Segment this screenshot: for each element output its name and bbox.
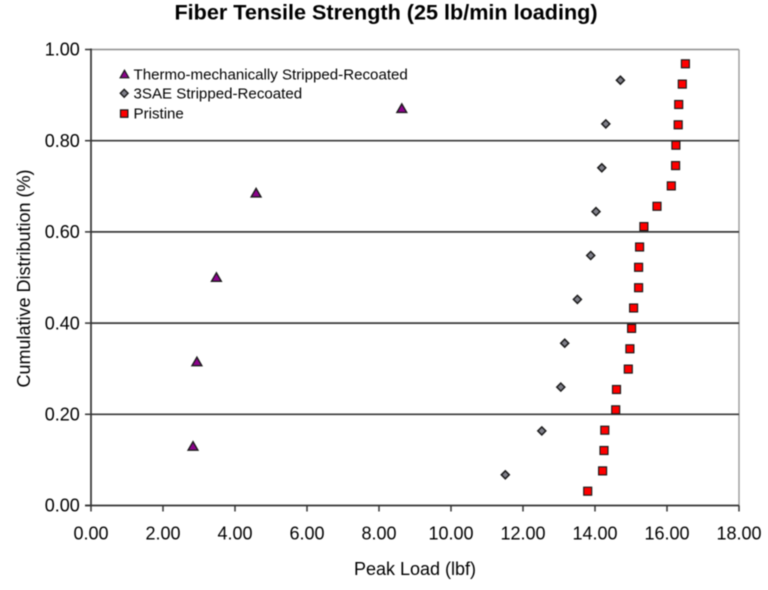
svg-text:18.00: 18.00 <box>716 524 761 544</box>
svg-text:0.40: 0.40 <box>45 313 80 333</box>
svg-text:0.60: 0.60 <box>45 222 80 242</box>
svg-text:10.00: 10.00 <box>428 524 473 544</box>
svg-text:0.00: 0.00 <box>73 524 108 544</box>
svg-text:Cumulative Distribution (%): Cumulative Distribution (%) <box>14 169 34 387</box>
svg-text:14.00: 14.00 <box>572 524 617 544</box>
svg-text:4.00: 4.00 <box>217 524 252 544</box>
svg-text:0.20: 0.20 <box>45 405 80 425</box>
svg-text:Peak Load (lbf): Peak Load (lbf) <box>354 559 476 579</box>
svg-text:0.00: 0.00 <box>45 496 80 516</box>
svg-text:16.00: 16.00 <box>644 524 689 544</box>
svg-text:Fiber Tensile Strength (25 lb/: Fiber Tensile Strength (25 lb/min loadin… <box>174 0 597 25</box>
svg-text:2.00: 2.00 <box>145 524 180 544</box>
svg-text:12.00: 12.00 <box>500 524 545 544</box>
svg-text:Pristine: Pristine <box>134 106 184 123</box>
svg-text:0.80: 0.80 <box>45 131 80 151</box>
svg-text:1.00: 1.00 <box>45 40 80 60</box>
svg-text:8.00: 8.00 <box>361 524 396 544</box>
svg-text:3SAE Stripped-Recoated: 3SAE Stripped-Recoated <box>134 85 303 102</box>
svg-text:Thermo-mechanically Stripped-R: Thermo-mechanically Stripped-Recoated <box>134 66 408 83</box>
svg-text:6.00: 6.00 <box>289 524 324 544</box>
